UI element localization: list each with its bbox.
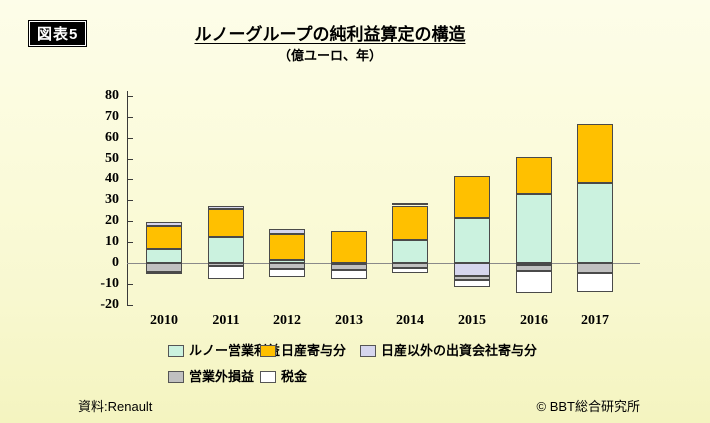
bar-segment-2010 xyxy=(146,249,182,263)
bar-segment-2012 xyxy=(269,234,305,260)
legend-label: 日産以外の出資会社寄与分 xyxy=(381,343,538,358)
bar-segment-2017 xyxy=(577,124,613,183)
y-axis-tick xyxy=(127,305,133,306)
legend-swatch xyxy=(168,345,184,357)
x-axis-label-2017: 2017 xyxy=(581,313,609,328)
bar-segment-2010 xyxy=(146,226,182,249)
figure-number-badge: 図表5 xyxy=(28,20,88,47)
chart-unit-subtitle: （億ユーロ、年） xyxy=(277,48,382,63)
bar-segment-2011 xyxy=(208,263,244,266)
y-axis-tick-label: 0 xyxy=(112,255,119,270)
bar-segment-2013 xyxy=(331,270,367,279)
y-axis-tick xyxy=(127,96,133,97)
legend-swatch xyxy=(168,371,184,383)
legend-label: 営業外損益 xyxy=(189,369,255,384)
bar-segment-2017 xyxy=(577,263,613,273)
bar-segment-2014 xyxy=(392,206,428,240)
y-axis-tick xyxy=(127,117,133,118)
y-axis-tick-label: 60 xyxy=(105,130,119,145)
y-axis-tick xyxy=(127,221,133,222)
bar-segment-2010 xyxy=(146,272,182,274)
x-axis-label-2011: 2011 xyxy=(212,313,240,328)
x-axis-label-2010: 2010 xyxy=(150,313,178,328)
y-axis-tick xyxy=(127,179,133,180)
bar-segment-2015 xyxy=(454,263,490,276)
y-axis-tick xyxy=(127,138,133,139)
legend-item: ルノー営業利益 xyxy=(168,344,280,358)
bar-segment-2014 xyxy=(392,268,428,273)
bar-segment-2016 xyxy=(516,265,552,271)
bar-segment-2015 xyxy=(454,276,490,280)
bar-segment-2012 xyxy=(269,269,305,277)
x-axis-label-2016: 2016 xyxy=(520,313,548,328)
bar-segment-2011 xyxy=(208,237,244,263)
y-axis-tick xyxy=(127,242,133,243)
bar-segment-2012 xyxy=(269,260,305,263)
y-axis-tick-label: 20 xyxy=(105,213,119,228)
bar-segment-2015 xyxy=(454,218,490,263)
legend-swatch xyxy=(260,345,276,357)
y-axis-tick-label: -10 xyxy=(100,276,119,291)
bar-segment-2014 xyxy=(392,203,428,205)
bar-segment-2017 xyxy=(577,273,613,292)
y-axis-tick xyxy=(127,159,133,160)
bar-segment-2010 xyxy=(146,263,182,272)
bar-segment-2016 xyxy=(516,157,552,194)
bar-segment-2014 xyxy=(392,240,428,263)
legend-swatch xyxy=(360,345,376,357)
x-axis-label-2013: 2013 xyxy=(335,313,363,328)
legend-item: 営業外損益 xyxy=(168,370,254,384)
y-axis-tick-label: 30 xyxy=(105,192,119,207)
y-axis-tick-label: 70 xyxy=(105,109,119,124)
legend-item: 税金 xyxy=(260,370,307,384)
y-axis-line xyxy=(127,91,128,306)
bar-segment-2013 xyxy=(331,264,367,270)
zero-baseline xyxy=(127,263,640,264)
bar-segment-2011 xyxy=(208,209,244,237)
bar-segment-2014 xyxy=(392,263,428,268)
legend-label: 日産寄与分 xyxy=(281,343,347,358)
bar-segment-2016 xyxy=(516,271,552,293)
bar-segment-2011 xyxy=(208,206,244,209)
bar-segment-2015 xyxy=(454,280,490,287)
y-axis-tick-label: 40 xyxy=(105,171,119,186)
bar-segment-2013 xyxy=(331,231,367,263)
bar-segment-2011 xyxy=(208,266,244,279)
y-axis-tick xyxy=(127,284,133,285)
y-axis-tick xyxy=(127,200,133,201)
legend-swatch xyxy=(260,371,276,383)
bar-segment-2012 xyxy=(269,263,305,269)
legend-label: 税金 xyxy=(281,369,308,384)
legend-item: 日産以外の出資会社寄与分 xyxy=(360,344,537,358)
source-note: 資料:Renault xyxy=(78,399,153,414)
bar-segment-2016 xyxy=(516,194,552,263)
bar-segment-2012 xyxy=(269,229,305,234)
y-axis-tick-label: 10 xyxy=(105,234,119,249)
x-axis-label-2012: 2012 xyxy=(273,313,301,328)
bar-segment-2016 xyxy=(516,263,552,265)
legend-label: ルノー営業利益 xyxy=(189,343,281,358)
bar-segment-2010 xyxy=(146,222,182,226)
x-axis-label-2014: 2014 xyxy=(396,313,424,328)
bar-segment-2015 xyxy=(454,176,490,218)
y-axis-tick-label: 80 xyxy=(105,88,119,103)
y-axis-tick-label: -20 xyxy=(100,297,119,312)
x-axis-label-2015: 2015 xyxy=(458,313,486,328)
copyright-note: © BBT総合研究所 xyxy=(536,399,640,414)
y-axis-tick-label: 50 xyxy=(105,151,119,166)
bar-segment-2017 xyxy=(577,183,613,263)
chart-title: ルノーグループの純利益算定の構造 xyxy=(194,25,466,44)
legend-item: 日産寄与分 xyxy=(260,344,346,358)
